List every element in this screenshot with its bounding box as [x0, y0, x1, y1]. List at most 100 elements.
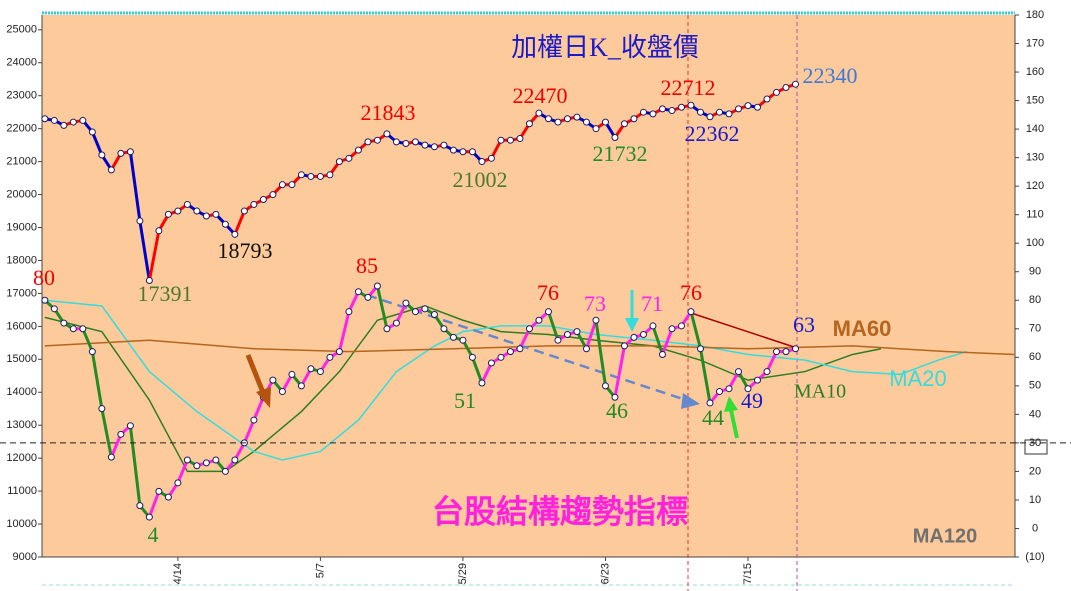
price-label: 22470	[513, 83, 568, 108]
point	[687, 308, 695, 316]
point	[193, 207, 201, 215]
point	[373, 282, 381, 290]
point	[525, 120, 533, 128]
y-tick-label: 22000	[6, 123, 37, 135]
y2-tick-label: 170	[1026, 37, 1044, 49]
chart-title: 加權日K_收盤價	[511, 33, 699, 62]
point	[573, 113, 581, 121]
point	[763, 368, 771, 376]
point	[544, 308, 552, 316]
line-segment	[109, 433, 123, 458]
point	[117, 430, 125, 438]
ma-line	[44, 299, 967, 461]
point	[174, 479, 182, 487]
point	[601, 118, 609, 126]
point	[345, 308, 353, 316]
point	[231, 456, 239, 464]
line-segment	[395, 302, 408, 324]
point	[459, 336, 467, 344]
y2-tick-label: 140	[1026, 123, 1044, 135]
point	[354, 288, 362, 296]
point	[611, 393, 619, 401]
y-tick-label: 13000	[6, 419, 37, 431]
indicator-label: 73	[584, 291, 606, 316]
y-tick-label: 18000	[6, 254, 37, 266]
line-segment	[128, 425, 142, 506]
point	[136, 217, 144, 225]
point	[792, 80, 800, 88]
indicator-label: 51	[454, 388, 476, 413]
line-segment	[147, 490, 161, 518]
point	[497, 136, 505, 144]
y2-tick-label: 130	[1026, 152, 1044, 164]
point	[573, 328, 581, 336]
indicator-title: 台股結構趨勢指標	[432, 493, 688, 529]
point	[734, 368, 742, 376]
point	[468, 148, 476, 156]
line-segment	[594, 320, 607, 387]
point	[639, 330, 647, 338]
y-tick-label: 12000	[6, 452, 37, 464]
line-segment	[90, 131, 104, 156]
legend-label: MA60	[833, 316, 892, 341]
point	[630, 333, 638, 341]
y2-tick-label: 80	[1029, 294, 1041, 306]
y2-tick-label: 70	[1029, 323, 1041, 335]
line-segment	[252, 396, 265, 421]
y2-tick-label: 20	[1029, 465, 1041, 477]
y2-tick-label: 150	[1026, 94, 1044, 106]
trend-line	[687, 311, 798, 349]
y2-tick-label: 10	[1029, 494, 1041, 506]
point	[525, 325, 533, 333]
point	[687, 101, 695, 109]
point	[696, 108, 704, 116]
line-segment	[765, 350, 778, 373]
point	[88, 348, 96, 356]
indicator-label: 76	[680, 280, 702, 305]
y-tick-label: 14000	[6, 386, 37, 398]
y2-tick-label: 60	[1029, 351, 1041, 363]
indicator-label: 80	[33, 265, 55, 290]
point	[468, 353, 476, 361]
y-tick-label: 19000	[6, 221, 37, 233]
line-segment	[128, 151, 142, 222]
point	[60, 121, 68, 129]
point	[307, 172, 315, 180]
point	[563, 115, 571, 123]
point	[107, 453, 115, 461]
point	[278, 181, 286, 189]
line-segment	[138, 220, 151, 281]
point	[773, 348, 781, 356]
y-tick-label: 21000	[6, 156, 37, 168]
point	[316, 172, 324, 180]
point	[402, 139, 410, 147]
point	[592, 125, 600, 133]
line-segment	[613, 345, 626, 398]
point	[326, 353, 334, 361]
point	[354, 146, 362, 154]
y2-tick-label: 0	[1032, 522, 1038, 534]
point	[440, 325, 448, 333]
point	[392, 138, 400, 146]
price-label: 21002	[453, 167, 508, 192]
y2-tick-label: 120	[1026, 180, 1044, 192]
point	[126, 148, 134, 156]
point	[50, 116, 58, 124]
point	[440, 141, 448, 149]
point	[411, 308, 419, 316]
indicator-label: 4	[148, 522, 159, 547]
point	[725, 110, 733, 118]
point	[345, 154, 353, 162]
point	[478, 379, 486, 387]
point	[506, 348, 514, 356]
point	[630, 115, 638, 123]
indicator-label: 85	[356, 253, 378, 278]
indicator-label: 46	[606, 398, 628, 423]
point	[706, 399, 714, 407]
y-tick-label: 20000	[6, 188, 37, 200]
point	[79, 116, 87, 124]
point	[592, 316, 600, 324]
point	[449, 333, 457, 341]
point	[383, 325, 391, 333]
